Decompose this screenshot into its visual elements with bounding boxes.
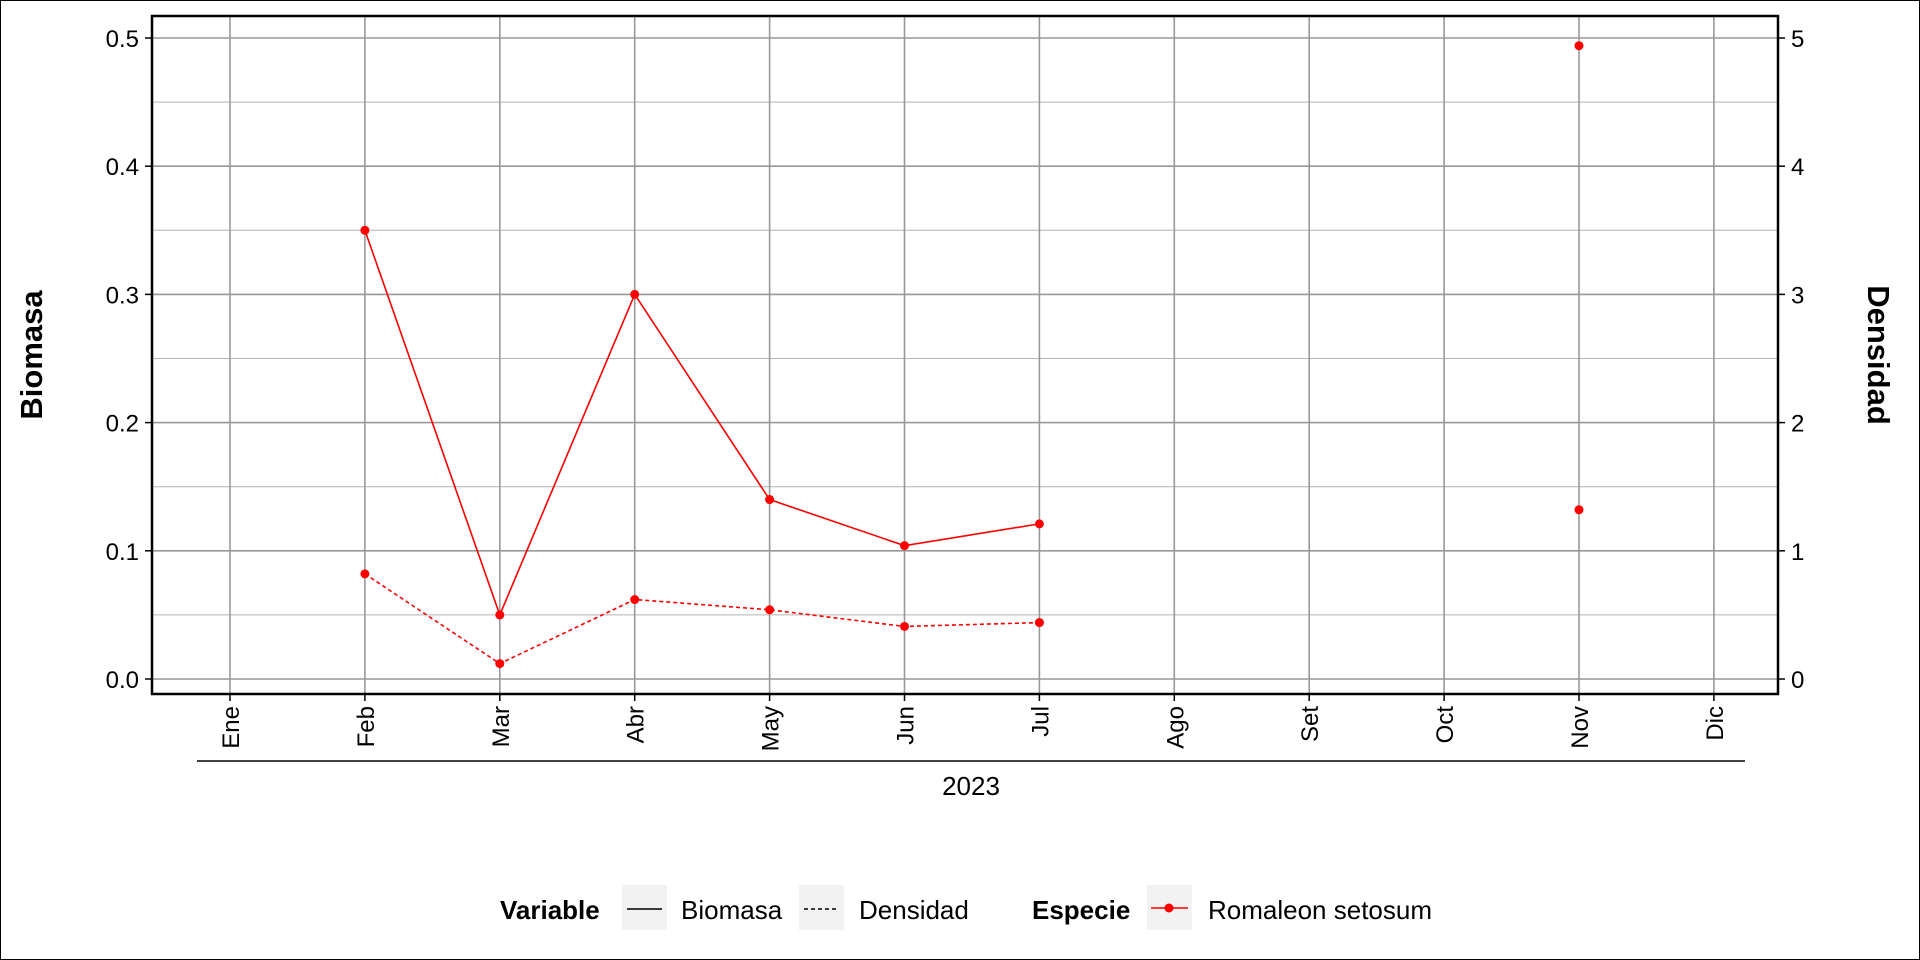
x-tick-label: Jun <box>893 706 920 745</box>
legend-label-biomasa: Biomasa <box>681 895 783 925</box>
legend: Variable Biomasa Densidad Especie Romale… <box>500 885 1432 930</box>
right-tick-label: 0 <box>1791 667 1804 694</box>
legend-label-densidad: Densidad <box>859 895 969 925</box>
series-line-biomasa <box>364 230 1040 618</box>
data-point-biomasa <box>360 225 370 235</box>
x-tick-label: Ene <box>218 706 245 749</box>
data-point-densidad <box>765 605 775 615</box>
data-point-densidad <box>630 595 640 605</box>
x-axis: Ene Feb Mar Abr May Jun Jul Ago Set Oct Nov Dic <box>218 694 1729 751</box>
x-tick-label: Set <box>1297 706 1324 742</box>
data-point-biomasa <box>495 610 505 620</box>
x-tick-label: Dic <box>1702 706 1729 741</box>
plot-border <box>150 14 1780 696</box>
left-tick-label: 0.0 <box>106 667 139 694</box>
data-point-biomasa <box>1574 41 1584 51</box>
x-tick-label: May <box>758 706 785 751</box>
data-point-densidad <box>360 569 370 579</box>
x-tick-label: Mar <box>488 706 515 747</box>
legend-key-bg-biomasa <box>622 885 667 930</box>
year-label: 2023 <box>942 771 1000 801</box>
left-tick-label: 0.2 <box>106 411 139 438</box>
x-tick-label: Abr <box>623 706 650 743</box>
right-tick-label: 1 <box>1791 539 1804 566</box>
legend-species-title: Especie <box>1032 895 1130 925</box>
data-point-biomasa <box>765 495 775 505</box>
right-tick-label: 3 <box>1791 282 1804 309</box>
x-tick-label: Jul <box>1027 706 1054 737</box>
legend-key-species-point <box>1164 903 1174 913</box>
left-tick-label: 0.5 <box>106 26 139 53</box>
right-tick-label: 5 <box>1791 26 1804 53</box>
left-y-axis: 0.0 0.1 0.2 0.3 0.4 0.5 <box>106 26 152 694</box>
left-tick-label: 0.4 <box>106 154 139 181</box>
series-line-densidad <box>364 573 1040 665</box>
left-tick-label: 0.1 <box>106 539 139 566</box>
x-tick-label: Feb <box>353 706 380 747</box>
data-point-biomasa <box>1034 519 1044 529</box>
grid-lines <box>152 16 1778 694</box>
x-tick-label: Oct <box>1432 706 1459 744</box>
legend-label-species: Romaleon setosum <box>1208 895 1432 925</box>
data-point-biomasa <box>630 289 640 299</box>
data-point-densidad <box>1574 505 1584 515</box>
right-y-axis: 0 1 2 3 4 5 <box>1778 26 1804 694</box>
legend-key-bg-densidad <box>799 885 844 930</box>
data-point-densidad <box>1034 618 1044 628</box>
left-axis-title: Biomasa <box>14 290 49 420</box>
right-tick-label: 2 <box>1791 411 1804 438</box>
left-tick-label: 0.3 <box>106 282 139 309</box>
legend-variable-title: Variable <box>500 895 600 925</box>
data-point-densidad <box>900 621 909 631</box>
data-point-densidad <box>495 659 505 669</box>
right-tick-label: 4 <box>1791 154 1804 181</box>
data-point-biomasa <box>900 541 909 551</box>
series-layer <box>360 41 1584 669</box>
x-tick-label: Ago <box>1162 706 1189 749</box>
right-axis-title: Densidad <box>1861 285 1896 425</box>
x-tick-label: Nov <box>1567 706 1594 749</box>
